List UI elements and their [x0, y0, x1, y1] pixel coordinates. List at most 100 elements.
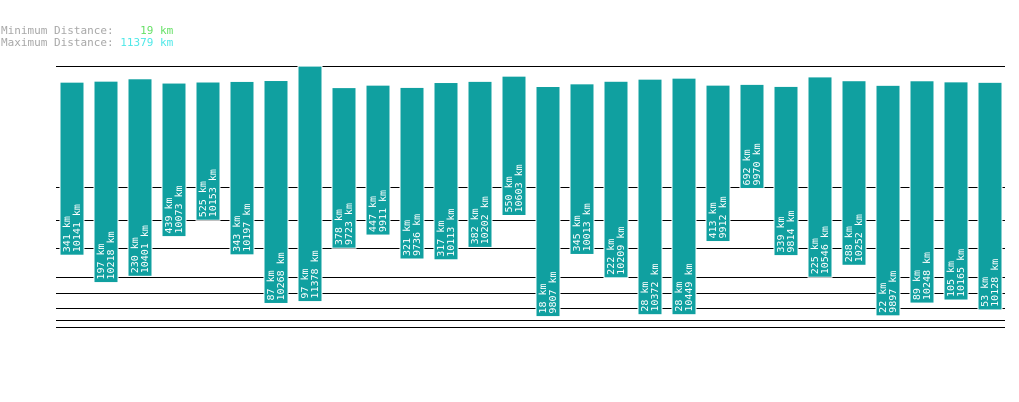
bar	[909, 80, 935, 304]
bar-min-label: 525 km	[198, 181, 209, 217]
bar-max-label: 10603 km	[514, 164, 525, 212]
bar-group: 525 km 10153 km	[195, 81, 221, 221]
bar-min-label: 317 km	[436, 221, 447, 257]
bar	[943, 81, 969, 301]
bar	[127, 78, 153, 277]
bar-min-label: 222 km	[606, 239, 617, 275]
bar-max-label: 10113 km	[446, 209, 457, 257]
bar-max-label: 10449 km	[684, 264, 695, 312]
bar	[263, 80, 289, 304]
bar	[195, 81, 221, 221]
bar	[433, 82, 459, 261]
bar	[535, 86, 561, 318]
bar	[603, 80, 629, 279]
max-distance-row: Maximum Distance: 11379 km	[1, 37, 173, 49]
bar	[93, 80, 119, 284]
bar	[841, 80, 867, 266]
bar-min-label: 439 km	[164, 197, 175, 233]
gridlines	[56, 66, 1005, 328]
bar-max-label: 10165 km	[956, 249, 967, 297]
bar-min-label: 18 km	[538, 283, 549, 313]
bar-min-label: 550 km	[504, 176, 515, 212]
bar-min-label: 382 km	[470, 208, 481, 244]
bar-min-label: 89 km	[912, 270, 923, 300]
bar-min-label: 53 km	[980, 277, 991, 307]
max-distance-label: Maximum Distance:	[1, 36, 114, 49]
bar-max-label: 10153 km	[208, 169, 219, 217]
bar-group: 197 km 10218 km	[93, 80, 119, 284]
bar-min-label: 692 km	[742, 149, 753, 185]
bar-min-label: 343 km	[232, 216, 243, 252]
bar-max-label: 9911 km	[378, 190, 389, 232]
bar-max-label: 10372 km	[650, 264, 661, 312]
bar	[59, 81, 85, 256]
bar-group: 28 km 10449 km	[671, 77, 697, 316]
bar-group: 692 km 9970 km	[739, 83, 765, 190]
bar-group: 105 km 10165 km	[943, 81, 969, 301]
bar-max-label: 9814 km	[786, 210, 797, 252]
bar-min-label: 225 km	[810, 238, 821, 274]
bar-max-label: 9736 km	[412, 214, 423, 256]
bar-min-label: 339 km	[776, 216, 787, 252]
bar-group: 288 km 10252 km	[841, 80, 867, 266]
min-distance-value: 19 km	[140, 24, 174, 37]
bar-group: 230 km 10401 km	[127, 78, 153, 277]
bar-max-label: 10073 km	[174, 185, 185, 233]
bar	[399, 86, 425, 260]
bar-group: 341 km 10141 km	[59, 81, 85, 256]
bar	[161, 82, 187, 238]
bar-max-label: 10013 km	[582, 203, 593, 251]
bar-min-label: 230 km	[130, 237, 141, 273]
bar	[569, 83, 595, 255]
bar-group: 447 km 9911 km	[365, 84, 391, 236]
bar-max-label: 10218 km	[106, 231, 117, 279]
bar-max-label: 10141 km	[72, 204, 83, 252]
bar-max-label: 9807 km	[548, 271, 559, 313]
bar-group: 87 km 10268 km	[263, 80, 289, 304]
bar-group: 53 km 10128 km	[977, 81, 1003, 311]
bar-min-label: 87 km	[266, 270, 277, 300]
bar-max-label: 10197 km	[242, 204, 253, 252]
bar	[637, 78, 663, 316]
bar-max-label: 10128 km	[990, 259, 1001, 307]
max-distance-value: 11379 km	[120, 36, 174, 49]
bar-min-label: 288 km	[844, 226, 855, 262]
bar	[875, 84, 901, 317]
bar-group: 28 km 10372 km	[637, 78, 663, 316]
bar	[501, 75, 527, 217]
bar-max-label: 10546 km	[820, 226, 831, 274]
bar-min-label: 28 km	[674, 282, 685, 312]
bar-min-label: 447 km	[368, 196, 379, 232]
bar-min-label: 321 km	[402, 220, 413, 256]
bar-group: 222 km 10209 km	[603, 80, 629, 279]
bar-group: 345 km 10013 km	[569, 83, 595, 255]
bar-max-label: 9970 km	[752, 143, 763, 185]
bar-min-label: 22 km	[878, 283, 889, 313]
bar-max-label: 9912 km	[718, 196, 729, 238]
bar-min-label: 97 km	[300, 268, 311, 298]
bar-max-label: 10268 km	[276, 252, 287, 300]
min-distance-row: Minimum Distance: 19 km	[1, 25, 173, 37]
bar-min-label: 197 km	[96, 243, 107, 279]
bar	[807, 76, 833, 278]
bar	[365, 84, 391, 236]
bar	[739, 83, 765, 190]
bar-group: 22 km 9897 km	[875, 84, 901, 317]
bar-group: 89 km 10248 km	[909, 80, 935, 304]
bar-group: 378 km 9723 km	[331, 87, 357, 249]
bar-max-label: 10401 km	[140, 225, 151, 273]
bar-group: 97 km 11378 km	[297, 65, 323, 303]
bar-group: 413 km 9912 km	[705, 84, 731, 243]
bar	[331, 87, 357, 249]
bar-min-label: 413 km	[708, 202, 719, 238]
bar	[977, 81, 1003, 311]
bars: 341 km 10141 km 197 km 10218 km 230 km 10401 …	[59, 65, 1003, 318]
bar-max-label: 10209 km	[616, 227, 627, 275]
bar-group: 18 km 9807 km	[535, 86, 561, 318]
bar-max-label: 10248 km	[922, 252, 933, 300]
bar-min-label: 345 km	[572, 215, 583, 251]
bar	[705, 84, 731, 243]
bar-group: 321 km 9736 km	[399, 86, 425, 260]
bar-max-label: 9723 km	[344, 203, 355, 245]
